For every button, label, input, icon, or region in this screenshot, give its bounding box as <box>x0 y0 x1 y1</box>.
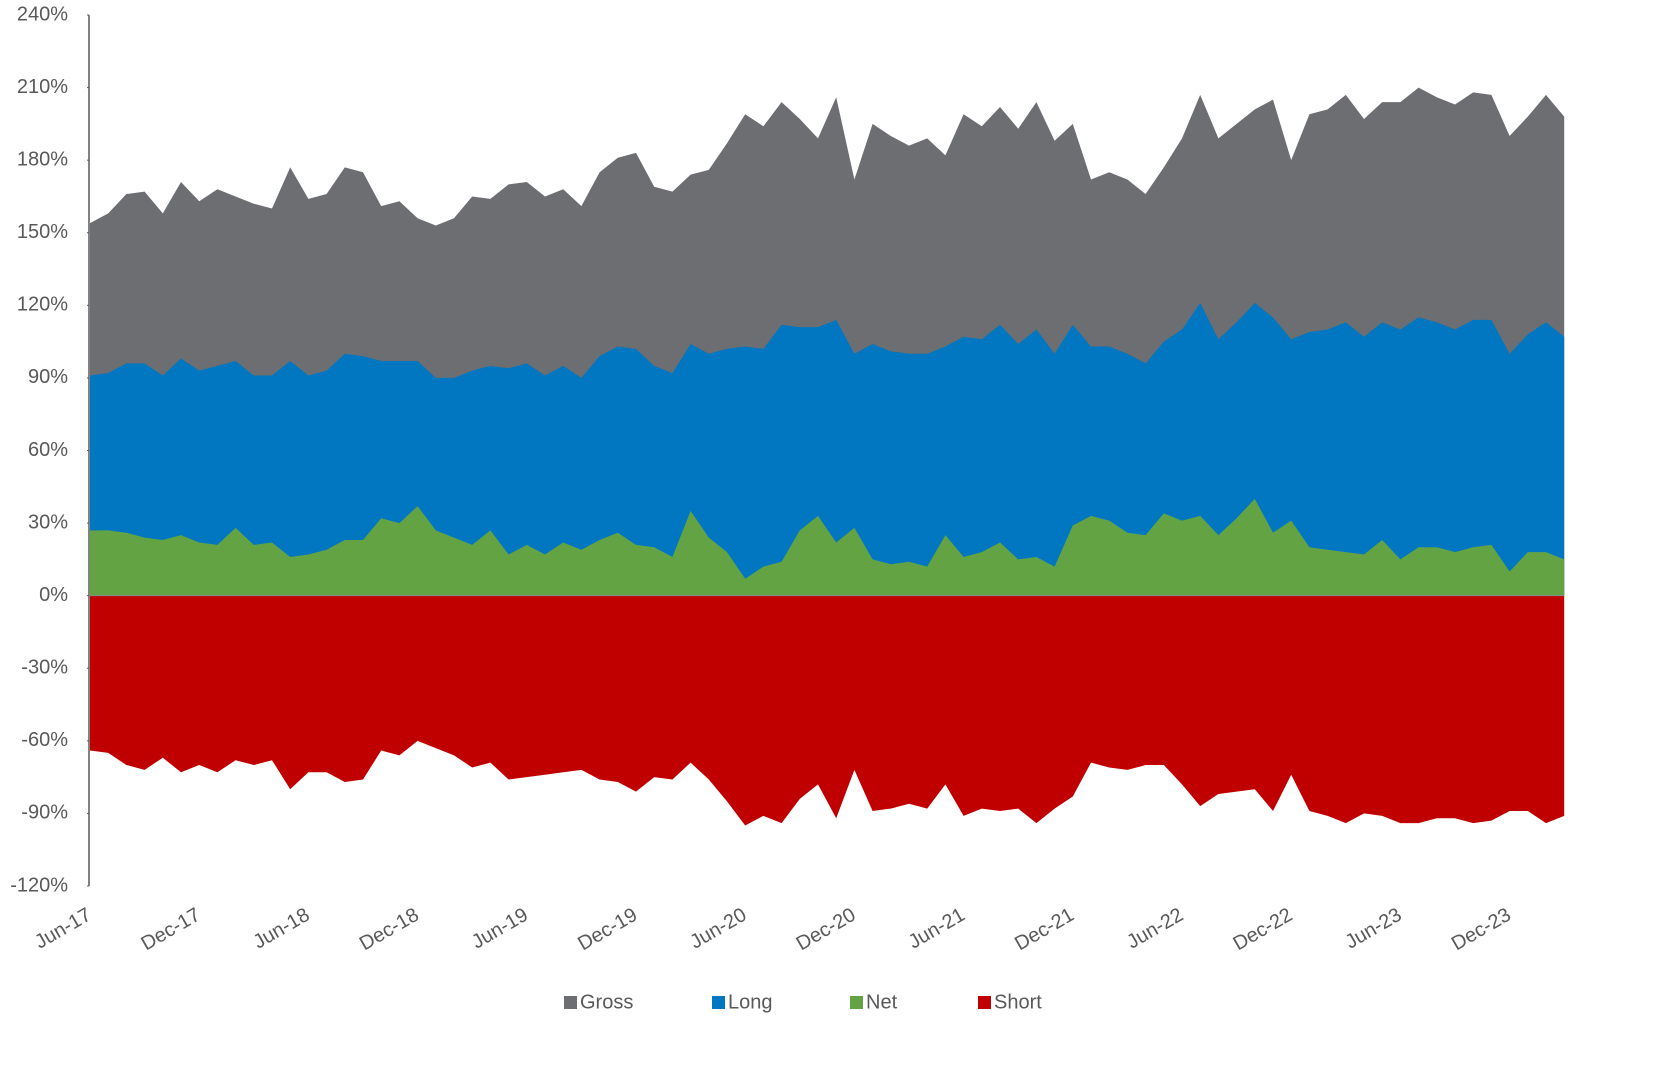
y-tick-label: -120% <box>10 874 68 896</box>
area <box>90 595 1565 826</box>
y-tick-label: 150% <box>17 221 68 243</box>
legend-label: Net <box>866 991 898 1013</box>
x-tick-label: Dec-21 <box>1011 904 1078 955</box>
x-tick-label: Jun-21 <box>905 904 969 954</box>
y-tick-label: 120% <box>17 294 68 316</box>
legend-item: Short <box>978 991 1042 1013</box>
y-tick-label: 240% <box>17 3 68 25</box>
x-tick-label: Jun-22 <box>1123 904 1187 954</box>
y-tick-label: 210% <box>17 76 68 98</box>
legend-label: Short <box>994 991 1042 1013</box>
y-tick-label: -90% <box>21 802 68 824</box>
x-tick-label: Jun-18 <box>250 904 314 954</box>
legend-swatch <box>978 996 991 1009</box>
x-tick-label: Dec-18 <box>356 904 423 955</box>
y-tick-label: 60% <box>28 439 68 461</box>
legend-item: Net <box>850 991 898 1013</box>
legend-item: Long <box>712 991 773 1013</box>
legend-item: Gross <box>564 991 633 1013</box>
y-tick-label: -60% <box>21 729 68 751</box>
x-tick-label: Jun-19 <box>468 904 532 954</box>
x-tick-label: Dec-19 <box>574 904 641 955</box>
legend-label: Gross <box>580 991 633 1013</box>
x-tick-label: Jun-20 <box>686 904 750 954</box>
legend-label: Long <box>728 991 773 1013</box>
x-tick-label: Dec-20 <box>793 904 860 955</box>
y-tick-label: -30% <box>21 657 68 679</box>
y-tick-label: 30% <box>28 511 68 533</box>
x-tick-label: Dec-17 <box>137 904 204 955</box>
x-tick-label: Jun-17 <box>31 904 95 954</box>
x-tick-label: Dec-23 <box>1448 904 1515 955</box>
legend-swatch <box>564 996 577 1009</box>
y-tick-label: 0% <box>39 584 68 606</box>
y-tick-label: 180% <box>17 148 68 170</box>
x-tick-label: Dec-22 <box>1229 904 1296 955</box>
legend-swatch <box>850 996 863 1009</box>
x-tick-label: Jun-23 <box>1342 904 1406 954</box>
legend-swatch <box>712 996 725 1009</box>
area <box>90 498 1565 596</box>
y-tick-label: 90% <box>28 366 68 388</box>
